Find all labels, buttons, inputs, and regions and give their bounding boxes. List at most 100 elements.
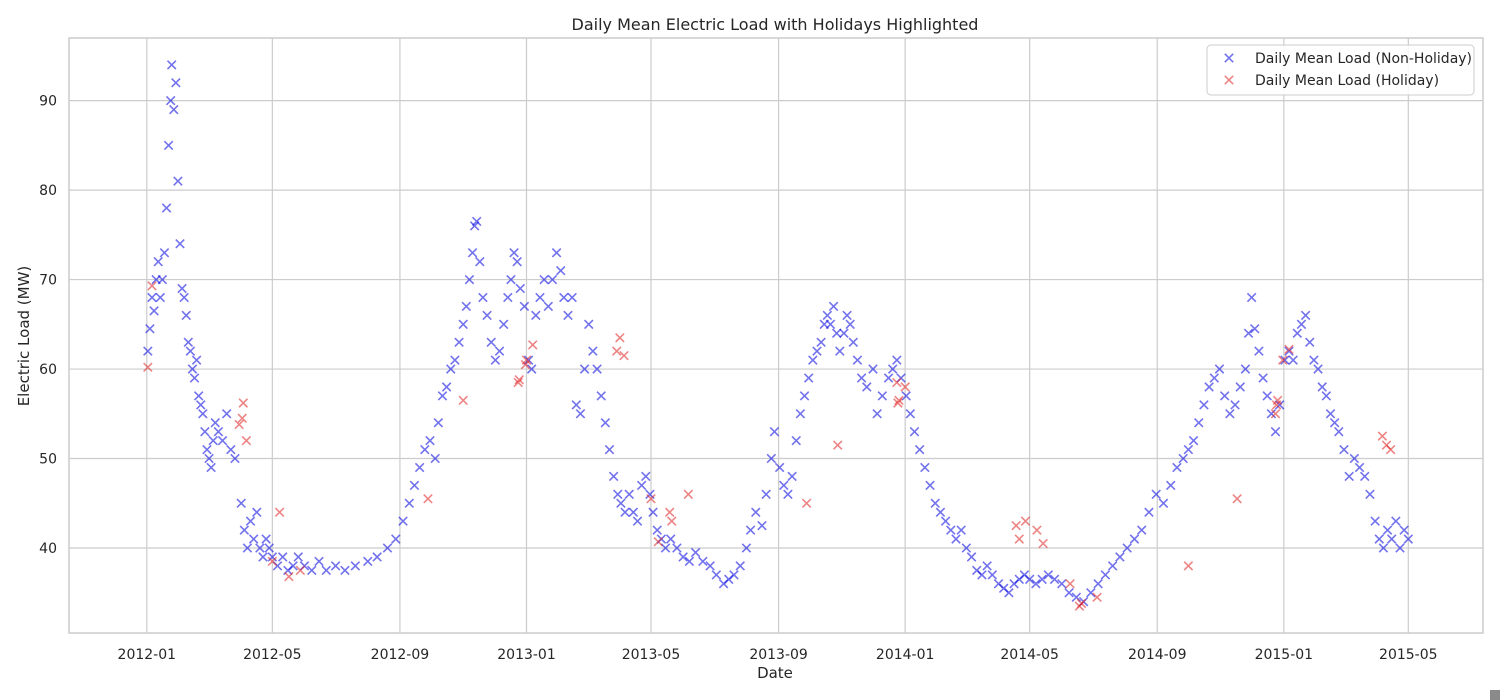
point-non-holiday	[441, 382, 452, 392]
point-non-holiday	[1129, 534, 1140, 544]
point-non-holiday	[1399, 525, 1409, 535]
y-tick-label: 40	[39, 541, 57, 557]
point-holiday	[611, 346, 622, 356]
point-holiday	[832, 440, 843, 450]
point-non-holiday	[204, 453, 214, 464]
point-non-holiday	[1037, 574, 1047, 585]
point-non-holiday	[845, 319, 855, 330]
point-non-holiday	[741, 543, 752, 553]
point-non-holiday	[1165, 480, 1176, 491]
point-non-holiday	[314, 556, 324, 567]
point-non-holiday	[877, 391, 888, 401]
point-non-holiday	[745, 525, 756, 535]
point-non-holiday	[1288, 355, 1298, 365]
point-non-holiday	[787, 471, 797, 482]
point-non-holiday	[1378, 543, 1389, 553]
point-holiday	[1232, 494, 1242, 504]
x-tick-label: 2013-05	[622, 647, 681, 663]
legend-label-holiday: Daily Mean Load (Holiday)	[1255, 73, 1439, 89]
point-holiday	[284, 571, 294, 582]
point-non-holiday	[478, 292, 488, 303]
point-non-holiday	[1136, 525, 1147, 535]
point-non-holiday	[433, 417, 444, 428]
point-non-holiday	[925, 480, 935, 491]
point-non-holiday	[831, 328, 842, 339]
point-non-holiday	[1144, 507, 1154, 517]
point-non-holiday	[1115, 552, 1125, 562]
point-non-holiday	[920, 462, 930, 473]
point-holiday	[1183, 561, 1194, 571]
resize-handle[interactable]	[1490, 690, 1500, 700]
point-non-holiday	[652, 525, 662, 535]
point-non-holiday	[1240, 364, 1251, 374]
point-non-holiday	[930, 498, 941, 509]
x-tick-label: 2015-05	[1379, 647, 1438, 663]
point-non-holiday	[757, 520, 767, 531]
point-non-holiday	[509, 247, 519, 258]
point-non-holiday	[842, 310, 852, 321]
point-non-holiday	[482, 310, 492, 321]
y-axis-label: Electric Load (MW)	[15, 266, 33, 407]
x-tick-label: 2012-09	[371, 647, 430, 663]
point-non-holiday	[145, 324, 155, 334]
point-non-holiday	[868, 364, 878, 374]
point-non-holiday	[163, 140, 174, 151]
point-non-holiday	[1284, 346, 1294, 356]
point-non-holiday	[512, 256, 522, 267]
point-non-holiday	[678, 552, 688, 562]
point-non-holiday	[791, 435, 801, 446]
point-non-holiday	[208, 435, 218, 446]
point-non-holiday	[729, 570, 739, 580]
point-non-holiday	[519, 301, 530, 312]
point-non-holiday	[1325, 409, 1336, 419]
point-non-holiday	[636, 480, 647, 491]
point-non-holiday	[1064, 587, 1074, 598]
point-non-holiday	[543, 301, 554, 312]
point-holiday	[527, 340, 538, 350]
point-non-holiday	[1250, 324, 1260, 334]
point-non-holiday	[856, 373, 867, 383]
point-non-holiday	[526, 364, 537, 374]
legend-marker-non-holiday	[1224, 53, 1234, 63]
point-non-holiday	[1365, 489, 1375, 500]
point-holiday	[1272, 395, 1283, 406]
point-non-holiday	[175, 239, 185, 249]
point-non-holiday	[1374, 534, 1385, 544]
point-non-holiday	[221, 409, 232, 419]
point-non-holiday	[1359, 471, 1370, 482]
point-non-holiday	[404, 498, 415, 509]
point-holiday	[801, 498, 812, 509]
point-holiday	[653, 536, 664, 547]
point-non-holiday	[1100, 570, 1111, 580]
point-non-holiday	[252, 507, 262, 517]
point-non-holiday	[808, 355, 818, 365]
point-holiday	[274, 507, 285, 517]
point-non-holiday	[620, 507, 630, 517]
point-non-holiday	[161, 203, 172, 213]
point-non-holiday	[632, 516, 643, 526]
point-non-holiday	[177, 283, 187, 294]
point-holiday	[1020, 516, 1031, 526]
point-non-holiday	[1178, 453, 1188, 464]
point-non-holiday	[523, 355, 534, 365]
point-non-holiday	[147, 292, 157, 303]
point-non-holiday	[641, 471, 651, 482]
point-non-holiday	[200, 426, 210, 437]
point-non-holiday	[1403, 534, 1414, 544]
point-non-holiday	[892, 355, 902, 365]
point-non-holiday	[1219, 391, 1230, 401]
point-non-holiday	[293, 552, 304, 562]
point-non-holiday	[288, 561, 298, 571]
point-non-holiday	[1304, 337, 1315, 347]
point-non-holiday	[909, 426, 920, 437]
point-non-holiday	[490, 355, 501, 365]
point-non-holiday	[616, 498, 626, 509]
point-non-holiday	[372, 552, 382, 562]
x-tick-label: 2015-01	[1255, 647, 1314, 663]
point-non-holiday	[159, 247, 170, 258]
point-non-holiday	[588, 346, 598, 356]
point-non-holiday	[236, 498, 246, 509]
point-non-holiday	[195, 400, 206, 410]
point-non-holiday	[825, 319, 836, 330]
point-non-holiday	[409, 480, 420, 491]
